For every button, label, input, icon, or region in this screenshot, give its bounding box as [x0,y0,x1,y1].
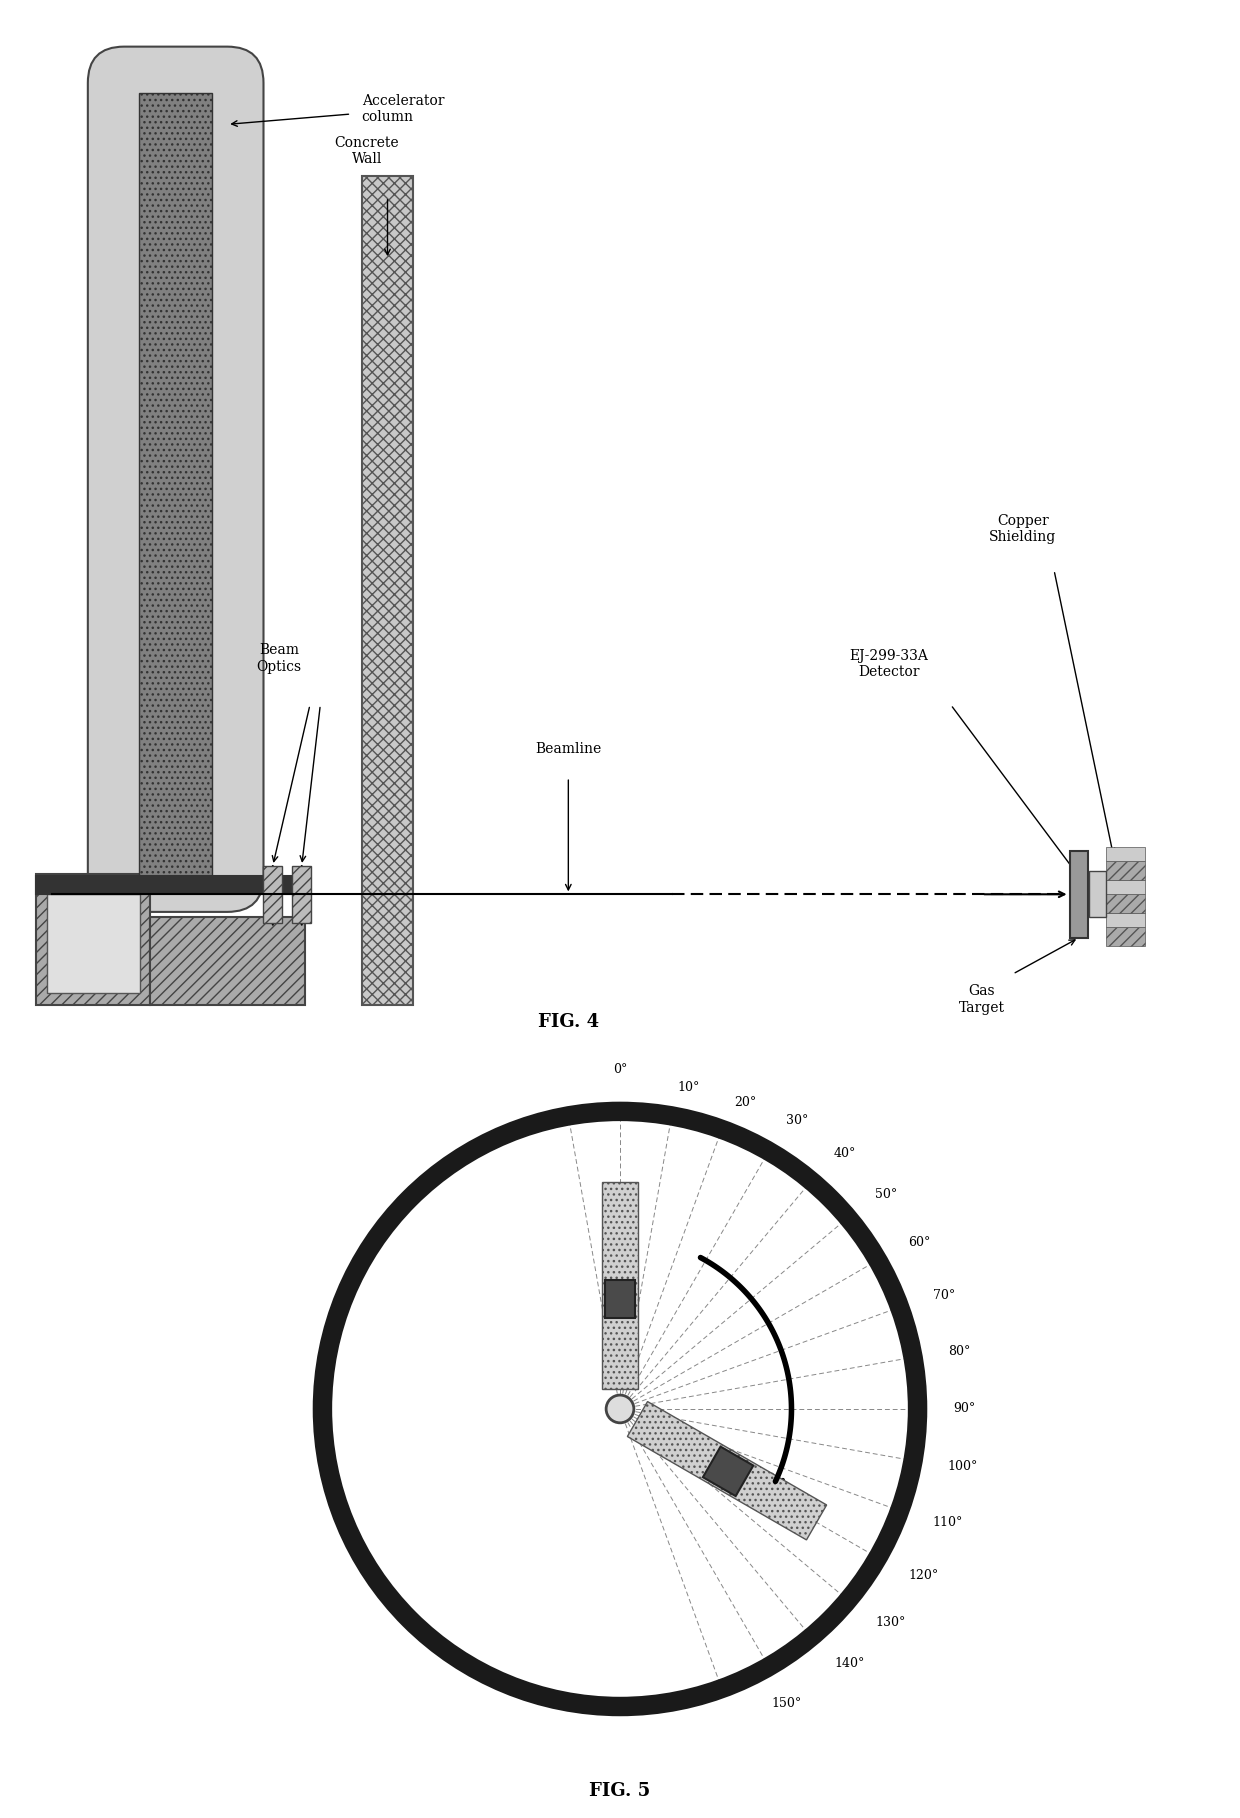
Text: Gas
Target: Gas Target [959,985,1004,1014]
Text: 120°: 120° [908,1569,939,1582]
Bar [293,865,311,924]
Circle shape [606,1394,634,1423]
FancyBboxPatch shape [88,47,263,913]
Bar [1069,851,1089,938]
Bar [47,894,139,993]
Text: Copper
Shielding: Copper Shielding [990,514,1056,544]
Text: 100°: 100° [947,1460,978,1473]
Bar [1106,847,1145,862]
Text: 130°: 130° [875,1616,905,1629]
Bar [1106,880,1145,894]
Text: 80°: 80° [947,1345,970,1358]
Bar [362,176,413,1005]
Text: 30°: 30° [786,1114,808,1127]
Bar [1106,927,1145,945]
Text: Beamline: Beamline [536,742,601,756]
Bar [1106,913,1145,927]
Text: EJ-299-33A
Detector: EJ-299-33A Detector [849,649,928,678]
Text: 50°: 50° [875,1189,898,1202]
Bar [36,876,305,894]
Text: 110°: 110° [932,1516,963,1529]
Bar [150,916,305,1005]
Bar [47,894,139,993]
Bar [36,874,150,1005]
Bar [139,93,212,876]
Text: Beam
Optics: Beam Optics [257,644,301,674]
Text: 10°: 10° [678,1082,701,1094]
Bar [263,865,281,924]
Text: 0°: 0° [613,1064,627,1076]
Polygon shape [627,1402,827,1540]
Text: 70°: 70° [932,1289,955,1302]
Bar [605,1280,635,1318]
Text: 140°: 140° [835,1658,864,1671]
Text: 60°: 60° [908,1236,931,1249]
Bar [603,1182,637,1389]
Text: 90°: 90° [952,1402,975,1416]
Text: FIG. 5: FIG. 5 [589,1782,651,1800]
Text: 150°: 150° [771,1698,801,1711]
Text: FIG. 4: FIG. 4 [538,1013,599,1031]
Bar [1106,894,1145,913]
Polygon shape [703,1447,754,1496]
Text: 40°: 40° [835,1147,857,1160]
Bar [1106,862,1145,880]
Text: Concrete
Wall: Concrete Wall [335,136,399,165]
Text: Accelerator
column: Accelerator column [362,95,444,124]
Text: 20°: 20° [734,1096,756,1109]
Bar [1089,871,1106,916]
